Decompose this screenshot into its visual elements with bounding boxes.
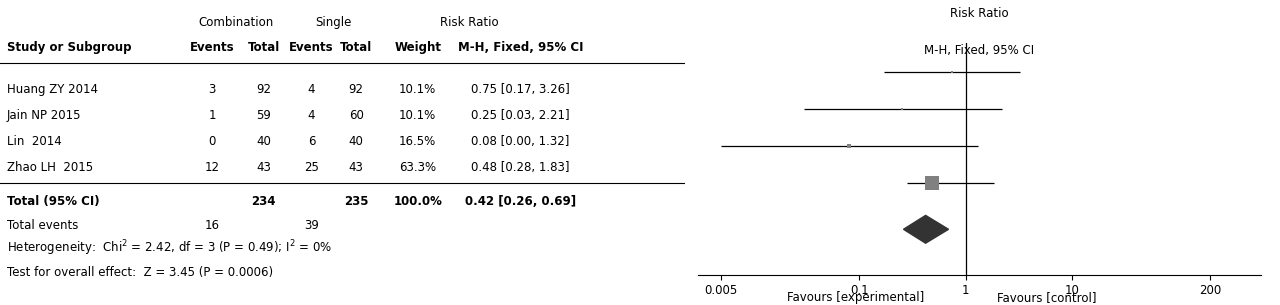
Text: Combination: Combination bbox=[198, 16, 274, 29]
Text: 16: 16 bbox=[205, 219, 220, 232]
Text: 0.42 [0.26, 0.69]: 0.42 [0.26, 0.69] bbox=[465, 195, 576, 208]
Text: 0.48 [0.28, 1.83]: 0.48 [0.28, 1.83] bbox=[471, 161, 570, 174]
Text: 1: 1 bbox=[209, 109, 216, 122]
Text: 39: 39 bbox=[305, 219, 319, 232]
Text: Lin  2014: Lin 2014 bbox=[6, 135, 61, 148]
Text: 40: 40 bbox=[348, 135, 364, 148]
Text: Total: Total bbox=[340, 41, 372, 54]
Text: 235: 235 bbox=[344, 195, 369, 208]
Text: Events: Events bbox=[189, 41, 234, 54]
Text: 63.3%: 63.3% bbox=[399, 161, 436, 174]
Text: Total: Total bbox=[247, 41, 280, 54]
Text: 10.1%: 10.1% bbox=[399, 109, 436, 122]
Text: 0.08 [0.00, 1.32]: 0.08 [0.00, 1.32] bbox=[471, 135, 570, 148]
Text: M-H, Fixed, 95% CI: M-H, Fixed, 95% CI bbox=[924, 44, 1034, 57]
Text: Total (95% CI): Total (95% CI) bbox=[6, 195, 100, 208]
Text: 10.1%: 10.1% bbox=[399, 84, 436, 96]
Text: 3: 3 bbox=[209, 84, 216, 96]
Text: 234: 234 bbox=[251, 195, 276, 208]
Text: 16.5%: 16.5% bbox=[399, 135, 436, 148]
Text: 92: 92 bbox=[348, 84, 364, 96]
Text: Jain NP 2015: Jain NP 2015 bbox=[6, 109, 82, 122]
Text: Single: Single bbox=[315, 16, 352, 29]
Text: 0.25 [0.03, 2.21]: 0.25 [0.03, 2.21] bbox=[471, 109, 570, 122]
Text: 6: 6 bbox=[307, 135, 315, 148]
Text: 0.75 [0.17, 3.26]: 0.75 [0.17, 3.26] bbox=[471, 84, 570, 96]
Text: 59: 59 bbox=[256, 109, 271, 122]
Text: Study or Subgroup: Study or Subgroup bbox=[6, 41, 132, 54]
Text: Zhao LH  2015: Zhao LH 2015 bbox=[6, 161, 93, 174]
Text: 4: 4 bbox=[307, 109, 315, 122]
Text: 25: 25 bbox=[305, 161, 319, 174]
Text: Favours [control]: Favours [control] bbox=[997, 291, 1097, 304]
Text: 43: 43 bbox=[256, 161, 271, 174]
Text: M-H, Fixed, 95% CI: M-H, Fixed, 95% CI bbox=[458, 41, 584, 54]
Text: 92: 92 bbox=[256, 84, 271, 96]
Text: 12: 12 bbox=[205, 161, 220, 174]
Text: 43: 43 bbox=[348, 161, 364, 174]
Text: Risk Ratio: Risk Ratio bbox=[950, 7, 1009, 20]
Text: Huang ZY 2014: Huang ZY 2014 bbox=[6, 84, 97, 96]
Polygon shape bbox=[904, 215, 948, 243]
Text: 0: 0 bbox=[209, 135, 216, 148]
Text: Heterogeneity:  Chi$^2$ = 2.42, df = 3 (P = 0.49); I$^2$ = 0%: Heterogeneity: Chi$^2$ = 2.42, df = 3 (P… bbox=[6, 239, 332, 258]
Text: 100.0%: 100.0% bbox=[393, 195, 442, 208]
Text: Favours [experimental]: Favours [experimental] bbox=[787, 291, 924, 304]
Text: 40: 40 bbox=[256, 135, 271, 148]
Text: 4: 4 bbox=[307, 84, 315, 96]
Text: Test for overall effect:  Z = 3.45 (P = 0.0006): Test for overall effect: Z = 3.45 (P = 0… bbox=[6, 267, 273, 279]
Text: Events: Events bbox=[289, 41, 334, 54]
Text: Risk Ratio: Risk Ratio bbox=[440, 16, 498, 29]
Text: 60: 60 bbox=[348, 109, 364, 122]
Text: Total events: Total events bbox=[6, 219, 78, 232]
Text: Weight: Weight bbox=[394, 41, 442, 54]
